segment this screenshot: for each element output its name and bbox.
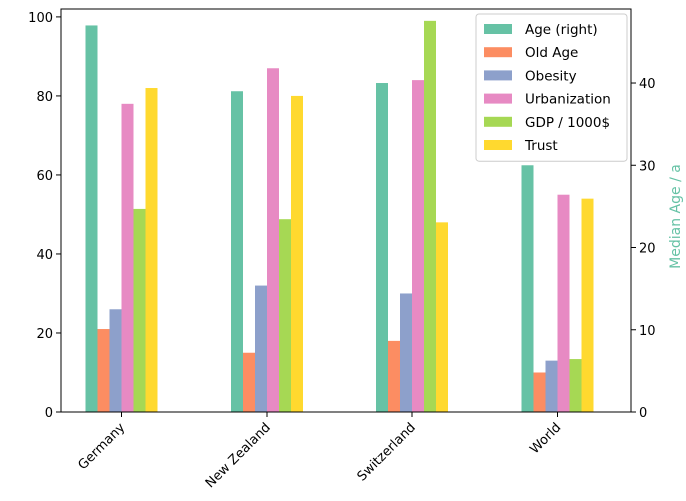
bar-old-age-germany xyxy=(97,329,110,412)
bar-old-age-switzerland xyxy=(388,340,400,412)
legend-swatch xyxy=(484,93,512,104)
bar-urbanization-switzerland xyxy=(412,80,424,413)
y-left-tick-label: 20 xyxy=(36,327,53,342)
legend-label: Obesity xyxy=(525,68,577,84)
legend-label: Age (right) xyxy=(525,22,598,38)
y-right-tick-label: 0 xyxy=(639,406,647,421)
bar-gdp-1000-new-zealand xyxy=(279,219,291,412)
y-left-tick-label: 100 xyxy=(28,11,53,26)
bar-obesity-germany xyxy=(109,309,122,412)
y-right-axis-label: Median Age / a xyxy=(668,164,684,269)
legend-swatch xyxy=(484,24,512,34)
bar-trust-world xyxy=(581,198,594,412)
y-left-tick-label: 40 xyxy=(36,248,53,263)
y-right-tick-label: 40 xyxy=(639,77,656,92)
bar-urbanization-world xyxy=(557,194,570,412)
bar-age-right-world xyxy=(521,165,534,412)
bar-urbanization-germany xyxy=(121,103,134,412)
y-left-tick-label: 60 xyxy=(36,169,53,184)
legend-label: Old Age xyxy=(525,45,578,61)
bar-age-right-germany xyxy=(85,25,98,412)
legend-swatch xyxy=(484,140,512,150)
bars-group xyxy=(85,20,594,413)
y-right-tick-label: 30 xyxy=(639,159,656,174)
legend-label: Urbanization xyxy=(525,92,611,108)
bar-obesity-switzerland xyxy=(400,293,412,412)
legend-label: Trust xyxy=(524,138,558,154)
y-left-tick-label: 80 xyxy=(36,90,53,105)
y-right-tick-label: 10 xyxy=(639,324,656,339)
bar-gdp-1000-switzerland xyxy=(424,20,436,412)
bar-old-age-world xyxy=(533,372,546,412)
bar-gdp-1000-world xyxy=(569,359,582,412)
bar-gdp-1000-germany xyxy=(133,208,146,412)
legend-swatch xyxy=(484,70,512,81)
y-right-tick-label: 20 xyxy=(639,242,656,257)
bar-age-right-new-zealand xyxy=(231,91,243,413)
legend-swatch xyxy=(484,116,512,127)
x-tick-label: Germany xyxy=(75,420,128,473)
x-tick-label: Switzerland xyxy=(355,420,419,484)
bar-trust-germany xyxy=(145,88,158,413)
legend-swatch xyxy=(484,47,512,58)
y-left-tick-label: 0 xyxy=(45,406,53,421)
bar-trust-new-zealand xyxy=(291,95,303,413)
bar-urbanization-new-zealand xyxy=(267,68,279,412)
x-tick-label: World xyxy=(527,420,564,457)
bar-age-right-switzerland xyxy=(376,83,388,413)
plot-frame xyxy=(60,8,632,413)
legend: Age (right) Old Age Obesity Urbanization GDP… xyxy=(475,13,628,162)
bar-obesity-world xyxy=(545,360,558,412)
legend-label: GDP / 1000$ xyxy=(525,115,610,131)
x-tick-label: New Zealand xyxy=(203,420,274,491)
bar-old-age-new-zealand xyxy=(243,352,255,412)
bar-trust-switzerland xyxy=(436,222,448,412)
legend-box xyxy=(475,13,628,162)
bar-obesity-new-zealand xyxy=(255,285,267,412)
